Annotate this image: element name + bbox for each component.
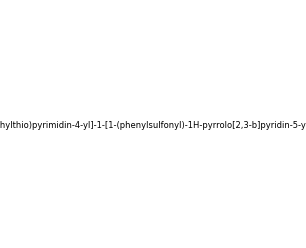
Text: 2-[2-(Methylthio)pyrimidin-4-yl]-1-[1-(phenylsulfonyl)-1H-pyrrolo[2,3-b]pyridin-: 2-[2-(Methylthio)pyrimidin-4-yl]-1-[1-(p… — [0, 121, 306, 130]
